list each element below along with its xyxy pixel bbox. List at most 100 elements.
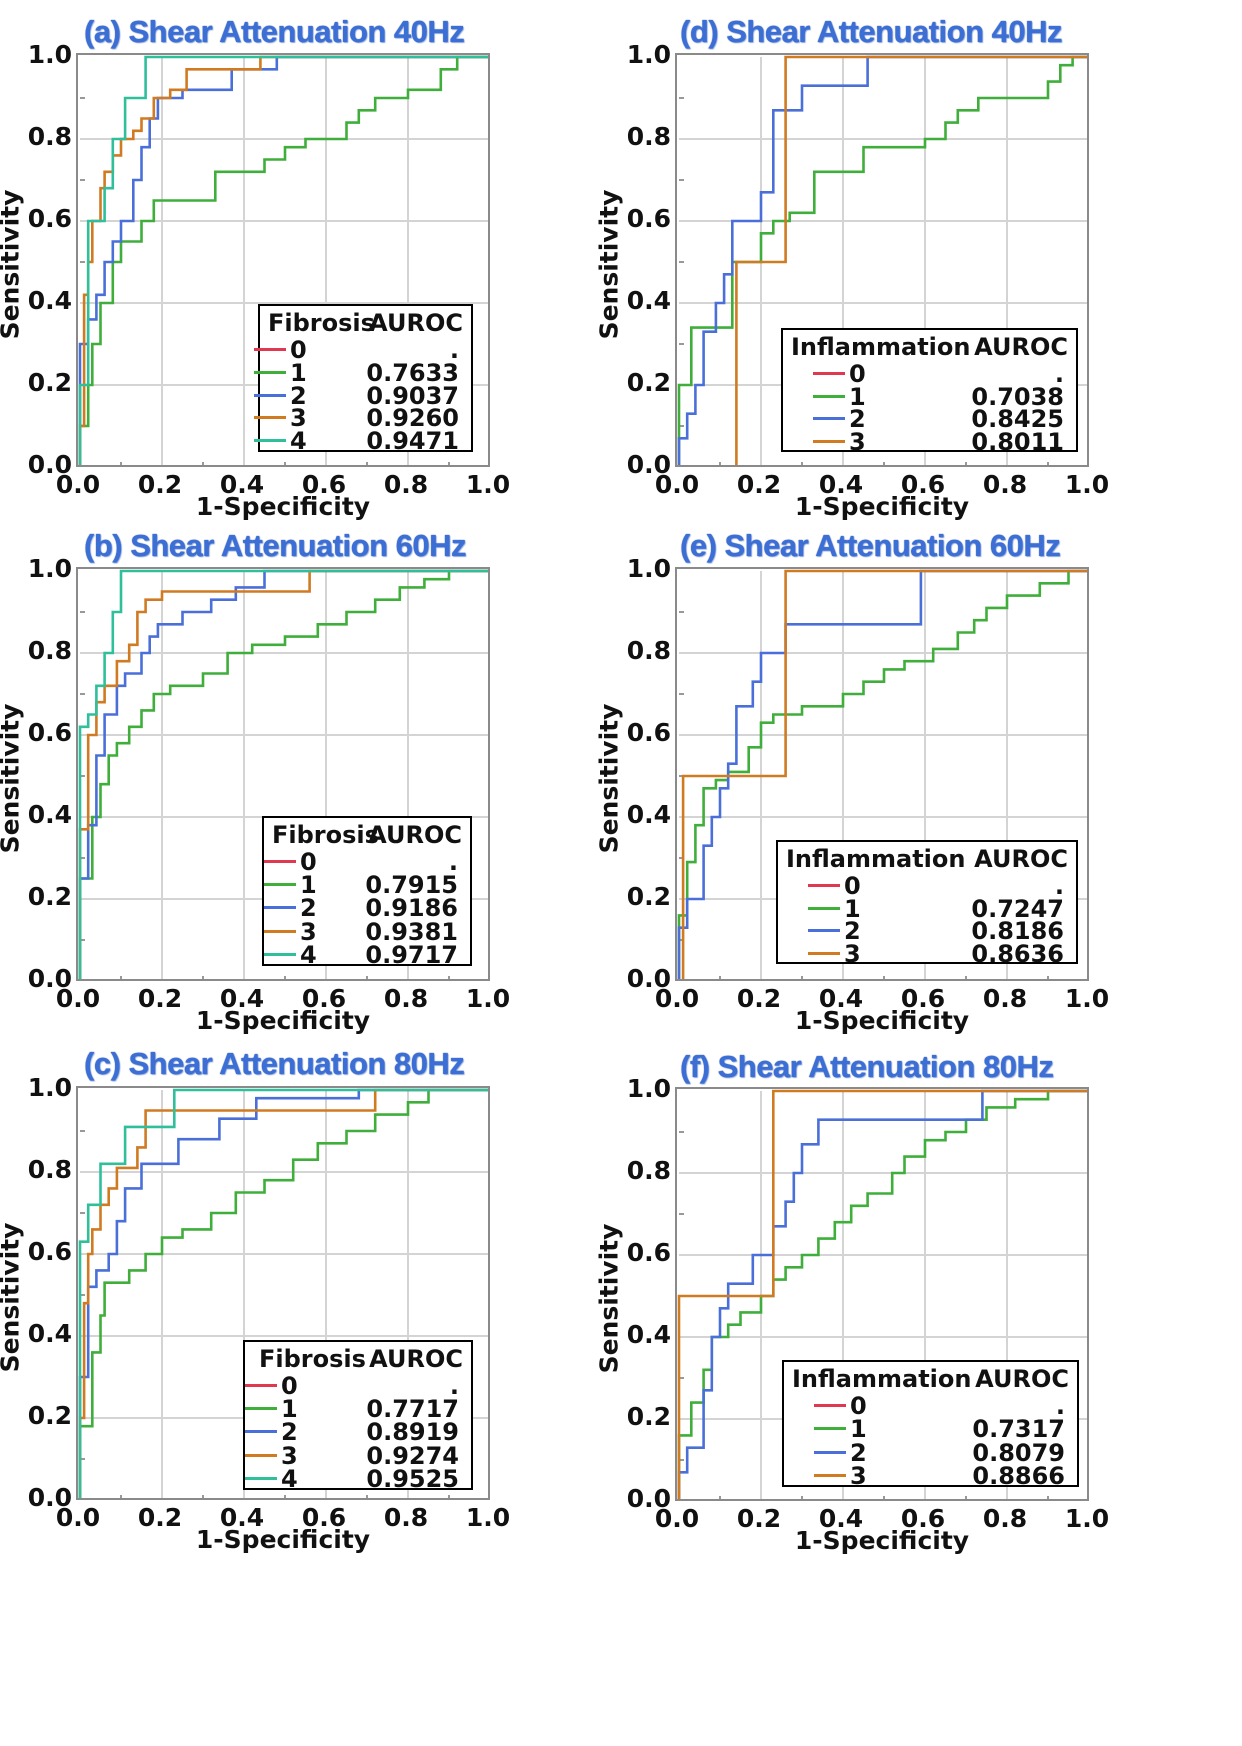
legend-header-group: Fibrosis [272,821,379,849]
legend-auroc-value: . [1054,872,1064,900]
legend-header-group: Inflammation [786,845,966,873]
legend-swatch [245,1384,277,1387]
x-tick-label: 0.6 [301,470,347,499]
y-tick-label: 1.0 [27,554,72,583]
x-tick-label: 0.0 [55,470,101,499]
plot-area [675,1087,1089,1501]
y-tick-label: 0.2 [27,1401,72,1430]
x-tick-label: 0.2 [137,984,183,1013]
legend-grade-label: 0 [290,336,307,364]
legend-swatch [808,906,840,910]
legend-grade-label: 1 [281,1395,298,1424]
x-tick-label: 0.4 [818,470,864,499]
y-tick-label: 0.2 [27,368,72,397]
x-tick-label: 0.8 [982,1504,1028,1533]
x-tick-label: 0.2 [137,1503,183,1532]
legend: Inflammation AUROC 0. 1 0.7038 2 0.8425 3 0.8011 [781,328,1078,456]
legend-header-auroc: AUROC [369,309,463,337]
roc-plot-svg [677,569,1087,979]
legend-auroc-value: 0.8425 [971,405,1064,433]
legend-grade-label: 0 [281,1372,298,1400]
y-tick-label: 1.0 [626,1074,671,1103]
chart-title: (e) Shear Attenuation 60Hz [680,528,1061,563]
x-tick-label: 0.4 [219,1503,265,1532]
x-tick-label: 0.2 [137,470,183,499]
x-axis-label: 1-Specificity [794,492,970,521]
legend-grade-label: 4 [281,1464,298,1493]
roc-curve-grade-3 [78,569,488,979]
legend-auroc-value: 0.8636 [971,939,1064,968]
y-tick-label: 0.0 [27,1483,72,1512]
roc-curve-grade-1 [78,1088,488,1498]
legend-grade-label: 4 [290,427,307,456]
x-tick-label: 0.4 [219,984,265,1013]
y-tick-label: 0.8 [27,1155,72,1184]
roc-curve-grade-4 [78,569,488,979]
legend-header-group: Inflammation [792,1365,972,1393]
legend-auroc-value: 0.9186 [365,894,458,923]
x-tick-label: 0.6 [900,1504,946,1533]
x-tick-label: 0.6 [301,1503,347,1532]
legend-auroc-value: 0.8866 [972,1461,1065,1490]
legend-grade-label: 3 [281,1441,298,1470]
legend-auroc-value: 0.9381 [365,917,458,946]
roc-curve-grade-1 [78,569,488,979]
legend-grade-label: 3 [850,1461,867,1490]
plot-area [76,1086,490,1500]
legend-header-group: Fibrosis [268,309,375,337]
legend-grade-label: 3 [300,917,317,946]
legend-item: 2 0.8186 [778,917,1076,945]
legend-swatch [245,1453,277,1457]
legend-grade-label: 2 [844,917,861,945]
y-tick-label: 0.8 [626,122,671,151]
roc-curve-grade-2 [78,1088,488,1498]
y-tick-label: 0.6 [27,204,72,233]
legend-auroc-value: 0.7247 [971,894,1064,923]
y-tick-label: 0.6 [626,718,671,747]
y-tick-label: 1.0 [27,40,72,69]
legend-grade-label: 2 [300,894,317,923]
legend-auroc-value: 0.9717 [365,940,458,969]
legend-item: 3 0.9274 [245,1442,471,1470]
legend-item: 0. [245,1372,471,1400]
y-tick-label: 0.2 [27,882,72,911]
x-axis-label: 1-Specificity [195,492,371,521]
legend-item: 4 0.9525 [245,1465,471,1493]
x-tick-label: 0.4 [219,470,265,499]
y-tick-label: 0.6 [626,1238,671,1267]
y-axis-label: Sensitivity [0,1222,25,1373]
x-tick-label: 0.8 [982,470,1028,499]
legend-grade-label: 3 [844,939,861,968]
legend-item: 3 0.8011 [783,428,1076,456]
legend-auroc-value: . [1055,1392,1065,1420]
x-tick-label: 0.0 [55,1503,101,1532]
legend-auroc-value: 0.9260 [366,404,459,433]
legend-auroc-value: 0.8186 [971,917,1064,945]
legend-grade-label: 1 [850,1415,867,1444]
legend-item: 2 0.9037 [254,382,471,410]
legend-swatch [808,951,840,955]
x-axis-label: 1-Specificity [794,1526,970,1555]
legend-swatch [814,1450,846,1454]
legend-auroc-value: 0.7038 [971,382,1064,411]
y-tick-label: 0.2 [626,1402,671,1431]
y-tick-label: 0.8 [27,122,72,151]
y-tick-label: 0.2 [626,882,671,911]
x-tick-label: 1.0 [465,984,511,1013]
legend-item: 2 0.8079 [784,1439,1077,1467]
y-tick-label: 0.0 [27,964,72,993]
x-tick-label: 0.2 [736,470,782,499]
legend-header-group: Fibrosis [259,1345,366,1373]
legend-item: 3 0.8636 [778,940,1076,968]
legend-grade-label: 4 [300,940,317,969]
legend-swatch [254,416,286,420]
x-tick-label: 0.8 [982,984,1028,1013]
legend-grade-label: 3 [290,404,307,433]
legend-item: 0. [783,360,1076,388]
y-axis-label: Sensitivity [594,1223,624,1374]
y-axis-label: Sensitivity [0,189,25,340]
legend-auroc-value: . [449,1372,459,1400]
roc-curve-grade-2 [78,55,488,465]
legend-swatch [813,394,845,398]
chart-title: (c) Shear Attenuation 80Hz [84,1046,465,1081]
